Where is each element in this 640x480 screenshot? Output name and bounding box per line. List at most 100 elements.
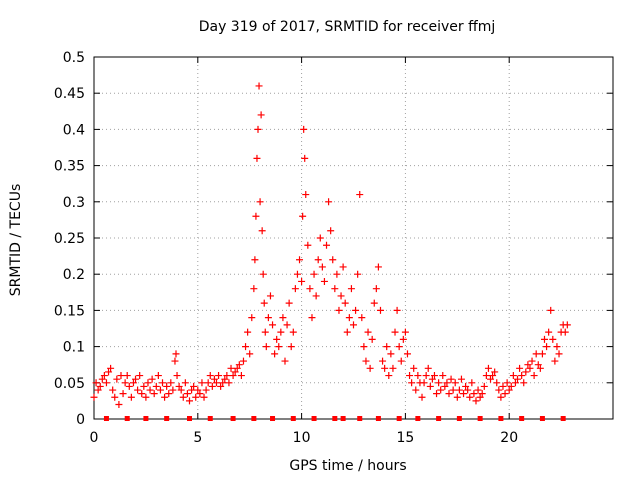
data-point	[420, 379, 428, 387]
axis-ticks	[93, 56, 613, 420]
data-point	[255, 82, 263, 90]
data-point	[403, 350, 411, 358]
data-point	[136, 372, 144, 380]
y-tick-label: 0.05	[54, 376, 85, 392]
data-point	[308, 314, 316, 322]
data-point	[121, 379, 129, 387]
data-point	[406, 372, 414, 380]
zero-marker	[519, 416, 525, 421]
data-point	[516, 364, 524, 372]
data-point	[306, 285, 314, 293]
data-point	[457, 375, 465, 383]
data-point	[482, 372, 490, 380]
data-point	[194, 386, 202, 394]
data-point	[534, 361, 542, 369]
zero-marker	[436, 416, 442, 421]
data-point	[208, 382, 216, 390]
data-point	[553, 343, 561, 351]
data-point	[219, 379, 227, 387]
data-point	[175, 382, 183, 390]
zero-marker	[186, 416, 192, 421]
data-point	[196, 390, 204, 398]
data-point	[395, 343, 403, 351]
data-point	[254, 125, 262, 133]
data-point	[360, 343, 368, 351]
data-point	[354, 270, 362, 278]
data-point	[223, 372, 231, 380]
x-tick-label: 15	[396, 430, 414, 446]
data-point	[478, 390, 486, 398]
data-point	[293, 270, 301, 278]
data-point	[350, 321, 357, 329]
data-point	[188, 386, 196, 394]
data-point	[501, 390, 509, 398]
data-point	[262, 343, 270, 351]
data-point	[474, 386, 482, 394]
data-point	[314, 256, 322, 264]
data-point	[526, 364, 534, 372]
data-point	[271, 350, 279, 358]
data-point	[318, 263, 326, 271]
y-tick-labels: 0 0.05 0.1 0.15 0.2 0.25 0.3 0.35 0.4 0.45 0.5	[54, 50, 85, 428]
data-point	[418, 393, 426, 401]
data-point	[362, 357, 370, 365]
data-point	[154, 372, 162, 380]
data-point	[138, 390, 146, 398]
data-point	[341, 299, 349, 307]
data-point	[316, 234, 324, 242]
data-point	[259, 270, 267, 278]
data-point	[358, 314, 366, 322]
data-point	[258, 227, 266, 235]
data-point	[257, 111, 265, 119]
data-point	[296, 256, 304, 264]
data-point	[287, 343, 295, 351]
data-point	[368, 335, 376, 343]
data-point	[480, 382, 488, 390]
data-point	[391, 328, 399, 336]
data-point	[335, 306, 343, 314]
data-point	[244, 328, 252, 336]
data-point	[445, 390, 453, 398]
data-point	[132, 375, 140, 383]
data-point	[410, 364, 418, 372]
data-point	[491, 368, 499, 376]
data-point	[520, 379, 528, 387]
data-point	[177, 386, 185, 394]
data-point	[547, 306, 555, 314]
data-point	[464, 386, 472, 394]
data-point	[190, 382, 198, 390]
data-point	[253, 154, 261, 162]
data-point	[381, 364, 389, 372]
zero-marker	[456, 416, 462, 421]
zero-marker	[143, 416, 149, 421]
data-point	[251, 256, 259, 264]
data-point	[152, 382, 160, 390]
data-point	[242, 343, 250, 351]
data-point	[206, 372, 214, 380]
data-point	[441, 382, 449, 390]
data-point	[333, 270, 341, 278]
data-point	[285, 299, 293, 307]
data-point	[503, 379, 511, 387]
data-point	[163, 382, 171, 390]
data-point	[312, 292, 320, 300]
data-point	[90, 393, 98, 401]
x-axis-label: GPS time / hours	[289, 458, 406, 474]
data-point	[364, 328, 372, 336]
data-point	[129, 379, 137, 387]
data-point	[109, 386, 117, 394]
data-point	[343, 328, 351, 336]
data-point	[159, 379, 167, 387]
y-axis-label: SRMTID / TECUs	[8, 184, 24, 297]
zero-marker	[251, 416, 257, 421]
zero-marker	[164, 416, 170, 421]
data-point	[225, 379, 233, 387]
data-point	[543, 343, 551, 351]
data-point	[127, 393, 135, 401]
chart-title: Day 319 of 2017, SRMTID for receiver ffm…	[199, 19, 496, 35]
data-point	[250, 285, 258, 293]
zero-marker	[311, 416, 317, 421]
zero-marker	[357, 416, 363, 421]
data-point	[451, 379, 459, 387]
